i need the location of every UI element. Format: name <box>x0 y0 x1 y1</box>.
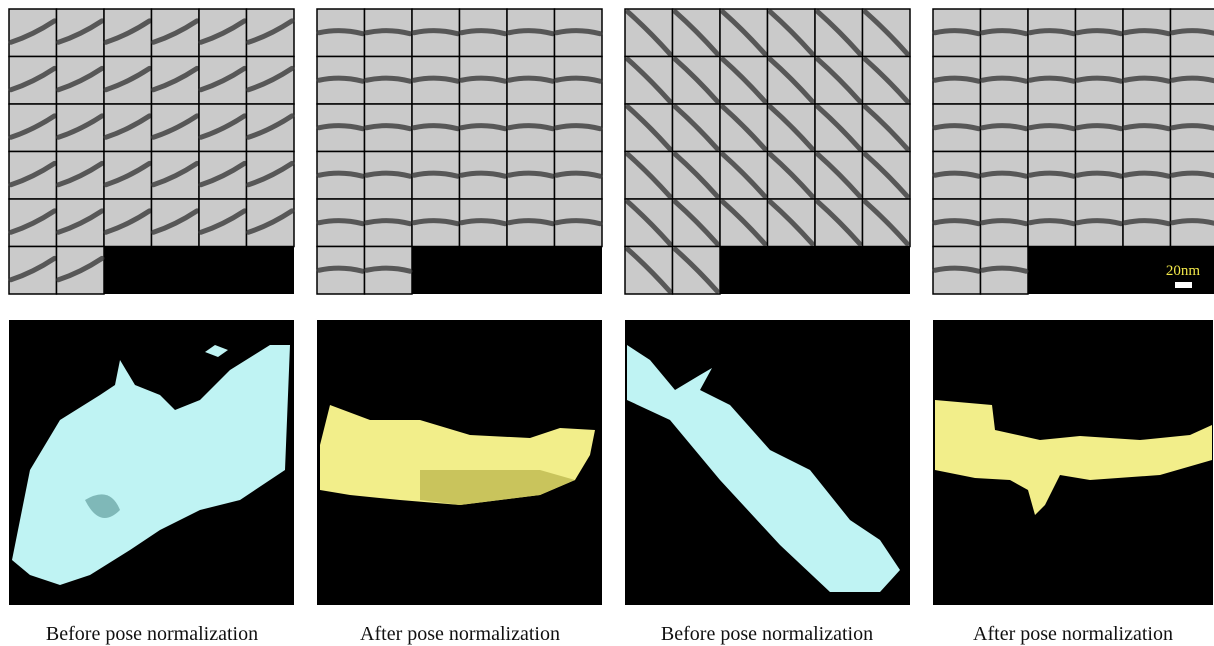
caption: After pose normalization <box>360 623 560 645</box>
caption: After pose normalization <box>973 623 1173 645</box>
scale-bar <box>1175 282 1192 288</box>
scale-bar-label: 20nm <box>1166 263 1201 279</box>
tomogram-grids <box>9 9 1214 294</box>
figure: 20nm Before pose normalization After pos… <box>0 0 1214 646</box>
caption: Before pose normalization <box>46 623 258 645</box>
caption: Before pose normalization <box>661 623 873 645</box>
